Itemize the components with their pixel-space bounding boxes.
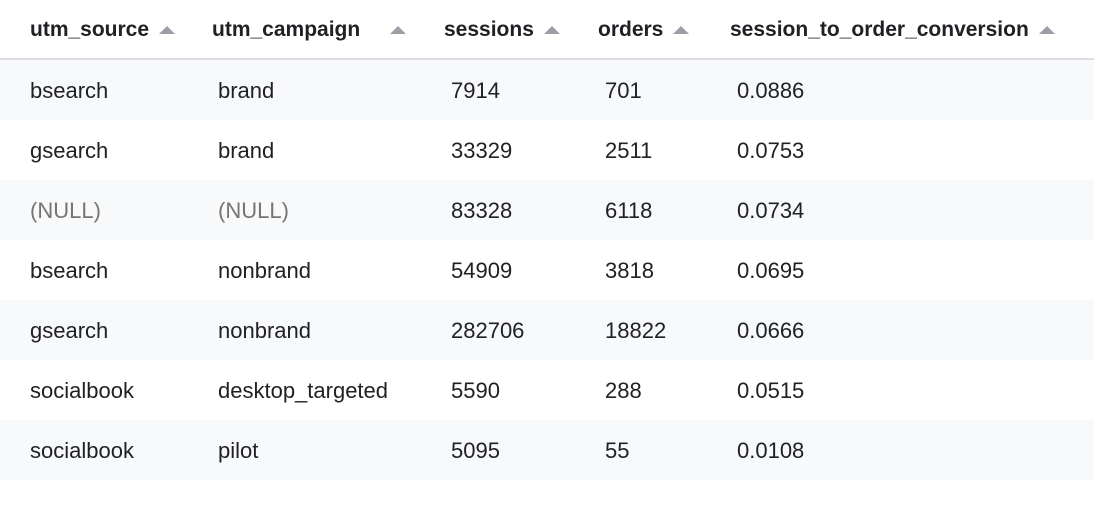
results-table: utm_source utm_campaign sessions orders …	[0, 0, 1094, 480]
cell-conversion: 0.0666	[737, 318, 805, 343]
cell-utm-campaign: brand	[218, 78, 275, 103]
cell-utm-source: bsearch	[30, 78, 109, 103]
cell-utm-source: gsearch	[30, 138, 109, 163]
column-header-sessions[interactable]: sessions	[444, 18, 560, 42]
sort-ascending-icon[interactable]	[390, 26, 407, 34]
cell-sessions: 83328	[451, 198, 513, 223]
cell-sessions: 5095	[451, 438, 500, 463]
sort-ascending-icon[interactable]	[543, 26, 560, 34]
cell-utm-campaign: nonbrand	[218, 318, 311, 343]
cell-orders: 2511	[605, 138, 653, 163]
column-header-session-to-order-conversion[interactable]: session_to_order_conversion	[730, 18, 1055, 42]
cell-orders: 701	[605, 78, 642, 103]
table-row[interactable]: bsearch nonbrand 54909 3818 0.0695	[0, 240, 1094, 300]
table-row[interactable]: socialbook desktop_targeted 5590 288 0.0…	[0, 360, 1094, 420]
cell-sessions: 54909	[451, 258, 513, 283]
table-row[interactable]: gsearch nonbrand 282706 18822 0.0666	[0, 300, 1094, 360]
cell-utm-source: socialbook	[30, 438, 134, 463]
cell-sessions: 33329	[451, 138, 513, 163]
column-header-utm-campaign[interactable]: utm_campaign	[212, 18, 407, 42]
sort-ascending-icon[interactable]	[159, 26, 176, 34]
cell-conversion: 0.0753	[737, 138, 805, 163]
table-row[interactable]: bsearch brand 7914 701 0.0886	[0, 60, 1094, 120]
cell-conversion: 0.0108	[737, 438, 805, 463]
sort-ascending-icon[interactable]	[673, 26, 690, 34]
cell-utm-campaign: pilot	[218, 438, 259, 463]
cell-utm-source: (NULL)	[30, 198, 101, 223]
cell-conversion: 0.0515	[737, 378, 805, 403]
cell-utm-campaign: brand	[218, 138, 275, 163]
cell-orders: 55	[605, 438, 630, 463]
cell-sessions: 282706	[451, 318, 525, 343]
table-row[interactable]: (NULL) (NULL) 83328 6118 0.0734	[0, 180, 1094, 240]
cell-orders: 6118	[605, 198, 653, 223]
sort-ascending-icon[interactable]	[1038, 26, 1055, 34]
table-body: bsearch brand 7914 701 0.0886 gsearch br…	[0, 60, 1094, 480]
cell-orders: 3818	[605, 258, 654, 283]
column-header-utm-source[interactable]: utm_source	[30, 18, 176, 42]
column-label: session_to_order_conversion	[730, 18, 1029, 41]
table-row[interactable]: socialbook pilot 5095 55 0.0108	[0, 420, 1094, 480]
cell-utm-campaign: nonbrand	[218, 258, 311, 283]
cell-utm-source: socialbook	[30, 378, 134, 403]
column-header-orders[interactable]: orders	[598, 18, 690, 42]
cell-orders: 288	[605, 378, 642, 403]
cell-orders: 18822	[605, 318, 667, 343]
cell-conversion: 0.0886	[737, 78, 805, 103]
cell-conversion: 0.0734	[737, 198, 805, 223]
table-row[interactable]: gsearch brand 33329 2511 0.0753	[0, 120, 1094, 180]
cell-conversion: 0.0695	[737, 258, 805, 283]
cell-sessions: 7914	[451, 78, 500, 103]
column-label: orders	[598, 18, 664, 41]
column-label: utm_source	[30, 18, 150, 41]
cell-utm-source: gsearch	[30, 318, 109, 343]
column-label: sessions	[444, 18, 534, 41]
table-header: utm_source utm_campaign sessions orders …	[0, 0, 1094, 60]
cell-utm-source: bsearch	[30, 258, 109, 283]
cell-sessions: 5590	[451, 378, 500, 403]
cell-utm-campaign: (NULL)	[218, 198, 289, 223]
cell-utm-campaign: desktop_targeted	[218, 378, 389, 403]
column-label: utm_campaign	[212, 18, 361, 41]
